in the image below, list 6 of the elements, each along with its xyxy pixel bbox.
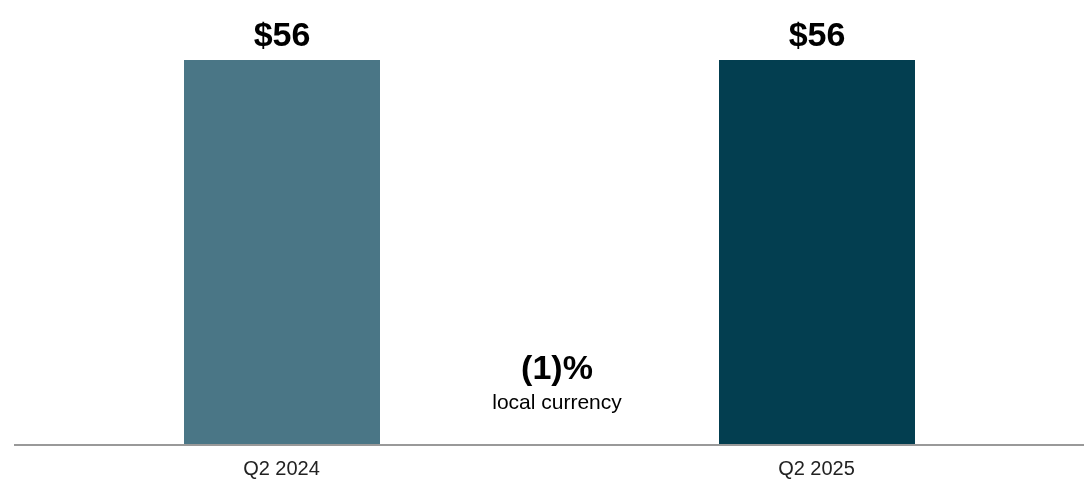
x-tick-label: Q2 2025 (778, 457, 855, 480)
annotation: local currency (491, 389, 623, 415)
data-label: $56 (788, 15, 846, 53)
annotation: (1)% (520, 347, 594, 388)
x-tick-label: Q2 2024 (243, 457, 320, 480)
data-label: $56 (253, 15, 311, 53)
